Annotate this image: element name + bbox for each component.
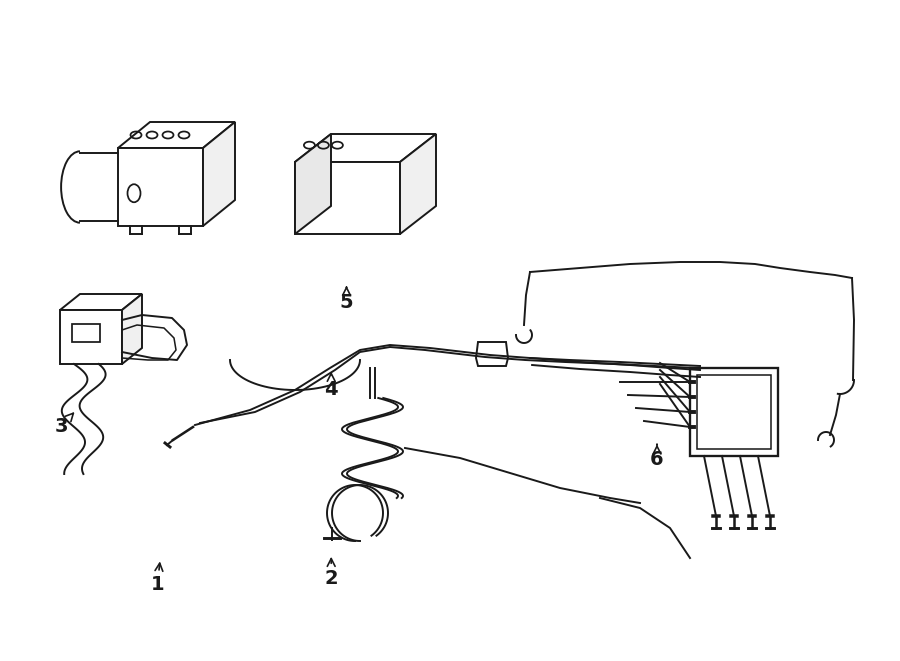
Polygon shape — [60, 310, 122, 364]
Polygon shape — [400, 134, 436, 234]
Polygon shape — [295, 162, 400, 234]
Polygon shape — [203, 122, 235, 226]
Polygon shape — [122, 294, 142, 364]
Polygon shape — [118, 148, 203, 226]
Polygon shape — [295, 134, 331, 234]
Text: 2: 2 — [324, 559, 338, 588]
Text: 3: 3 — [55, 413, 74, 436]
Text: 6: 6 — [650, 444, 664, 469]
Bar — [72, 324, 100, 342]
Bar — [690, 368, 778, 456]
Bar — [697, 375, 771, 449]
Text: 4: 4 — [324, 373, 338, 399]
Text: 1: 1 — [150, 563, 165, 594]
Text: 5: 5 — [339, 287, 354, 312]
